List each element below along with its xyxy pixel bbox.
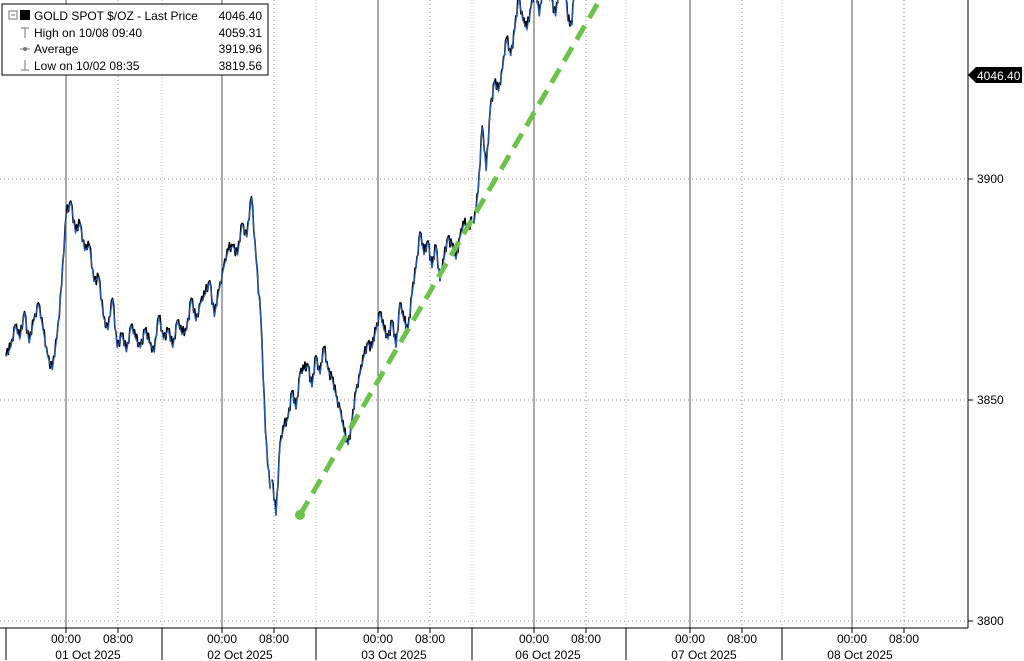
time-tick-label: 00:00 xyxy=(207,632,237,646)
time-tick-label: 00:00 xyxy=(363,632,393,646)
price-series xyxy=(5,0,575,516)
time-tick-label: 00:00 xyxy=(675,632,705,646)
last-price-tag-text: 4046.40 xyxy=(977,69,1021,83)
legend-box xyxy=(1,3,269,76)
y-tick-label: 3900 xyxy=(977,172,1004,186)
grid-lines xyxy=(0,0,968,628)
low-marker-icon xyxy=(21,60,29,71)
legend-title-value: 4046.40 xyxy=(219,9,263,23)
y-tick-label: 3800 xyxy=(977,614,1004,628)
collapse-toggle-icon[interactable] xyxy=(8,10,18,20)
legend-average-label: Average xyxy=(34,42,79,56)
day-label: 02 Oct 2025 xyxy=(207,648,273,661)
price-line-blue-session-2 xyxy=(271,219,473,516)
time-tick-label: 08:00 xyxy=(571,632,601,646)
series-swatch-icon xyxy=(20,10,30,20)
legend-high-value: 4059.31 xyxy=(219,26,263,40)
price-line-blue-session-3 xyxy=(473,0,575,225)
legend-low-label: Low on 10/02 08:35 xyxy=(34,59,140,73)
time-tick-label: 08:00 xyxy=(889,632,919,646)
legend: GOLD SPOT $/OZ - Last Price 4046.40 High… xyxy=(1,3,269,76)
legend-low-value: 3819.56 xyxy=(219,59,263,73)
legend-row-average: Average 3919.96 xyxy=(20,42,262,56)
price-line-blue-session-1 xyxy=(5,197,271,490)
day-label: 07 Oct 2025 xyxy=(671,648,737,661)
legend-average-value: 3919.96 xyxy=(219,42,263,56)
time-tick-label: 00:00 xyxy=(519,632,549,646)
legend-high-label: High on 10/08 09:40 xyxy=(34,26,142,40)
time-tick-label: 08:00 xyxy=(103,632,133,646)
trend-arrow xyxy=(295,0,603,520)
price-line-session-3 xyxy=(473,0,575,224)
y-tick-label: 3850 xyxy=(977,393,1004,407)
day-label: 06 Oct 2025 xyxy=(515,648,581,661)
time-tick-label: 00:00 xyxy=(837,632,867,646)
legend-row-low: Low on 10/02 08:35 3819.56 xyxy=(21,59,262,73)
last-price-tag: 4046.40 xyxy=(968,67,1022,83)
time-tick-label: 08:00 xyxy=(727,632,757,646)
day-label: 01 Oct 2025 xyxy=(55,648,121,661)
day-label: 08 Oct 2025 xyxy=(827,648,893,661)
day-label: 03 Oct 2025 xyxy=(361,648,427,661)
average-marker-icon xyxy=(20,47,30,51)
time-tick-label: 08:00 xyxy=(259,632,289,646)
legend-row-high: High on 10/08 09:40 4059.31 xyxy=(21,26,262,40)
time-tick-label: 08:00 xyxy=(415,632,445,646)
legend-title: GOLD SPOT $/OZ - Last Price xyxy=(34,9,198,23)
legend-row-title: GOLD SPOT $/OZ - Last Price 4046.40 xyxy=(8,9,263,23)
x-axis-ticks: 00:00 08:00 01 Oct 2025 00:00 08:00 02 Oct 20… xyxy=(5,628,919,661)
y-axis-ticks: 380038503900395040004050 xyxy=(968,172,1004,628)
high-marker-icon xyxy=(21,27,29,38)
time-tick-label: 00:00 xyxy=(51,632,81,646)
